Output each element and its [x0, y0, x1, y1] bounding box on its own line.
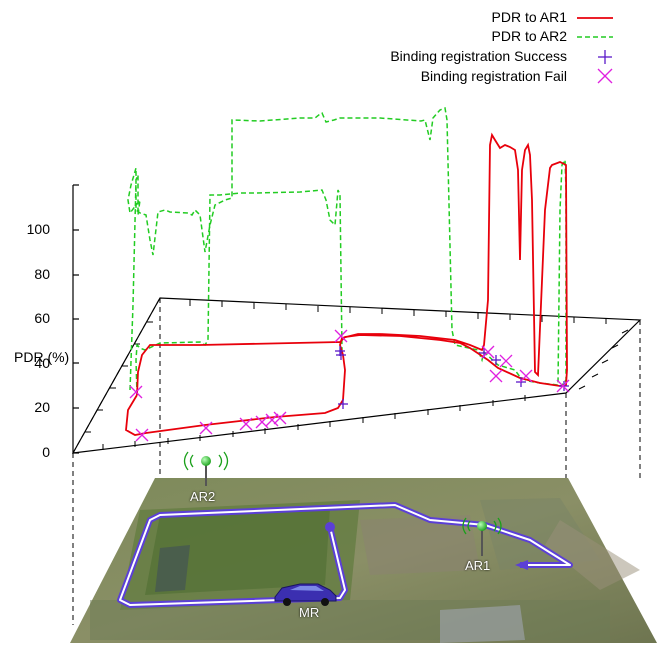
series-ar2-line: [127, 106, 567, 391]
fail-markers: [129, 329, 570, 442]
mr-label: MR: [299, 605, 320, 620]
y-tick-label: 100: [26, 221, 50, 237]
legend-label-fail: Binding registration Fail: [420, 68, 567, 84]
y-tick-label: 80: [34, 266, 50, 282]
success-markers: [335, 346, 569, 409]
fail-marker: [499, 354, 513, 368]
ar1-antenna-icon: [462, 517, 502, 556]
ar2-label: AR2: [190, 489, 216, 504]
ar1-label: AR1: [465, 558, 491, 573]
fail-marker: [199, 421, 213, 435]
success-marker: [338, 399, 348, 409]
ar2-antenna-icon: [183, 451, 229, 486]
fail-marker: [556, 379, 570, 393]
y-tick-label: 60: [34, 310, 50, 326]
legend-swatch-fail: [597, 68, 613, 84]
fail-marker: [334, 329, 348, 343]
y-tick-label: 20: [34, 399, 50, 415]
car-icon: [274, 583, 337, 606]
y-axis: [72, 184, 79, 454]
fail-marker: [135, 428, 149, 442]
fail-marker: [239, 417, 253, 431]
y-axis-label: PDR (%): [14, 349, 70, 365]
fail-marker: [481, 345, 495, 359]
plot-floor: [71, 297, 642, 454]
legend-label-success: Binding registration Success: [390, 48, 567, 64]
fail-marker: [265, 413, 279, 427]
legend-samples: [577, 17, 613, 84]
success-marker: [491, 355, 501, 365]
legend-swatch-success: [598, 50, 612, 64]
fail-marker: [519, 369, 533, 383]
aerial-map: [70, 478, 657, 643]
legend-label-ar1: PDR to AR1: [491, 9, 567, 25]
legend-label-ar2: PDR to AR2: [491, 28, 567, 44]
success-marker: [559, 381, 569, 391]
fail-marker: [489, 369, 503, 383]
success-marker: [516, 377, 526, 387]
y-tick-label: 40: [34, 355, 50, 371]
floor-ticks: [85, 300, 629, 450]
fail-marker: [273, 411, 287, 425]
fail-marker: [129, 385, 143, 399]
y-tick-label: 0: [42, 444, 50, 460]
series-ar1-line: [125, 132, 568, 436]
success-marker: [336, 350, 346, 360]
success-marker: [335, 346, 345, 356]
